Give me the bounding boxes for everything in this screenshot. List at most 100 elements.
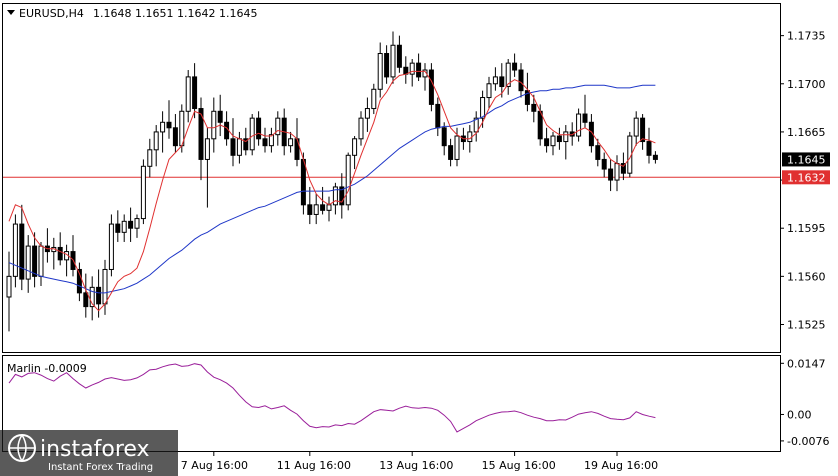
candle-body bbox=[89, 286, 95, 308]
candle bbox=[89, 276, 95, 321]
candle-body bbox=[256, 117, 262, 140]
price-tick-label: 1.1595 bbox=[787, 222, 826, 235]
candle-body bbox=[473, 117, 479, 133]
candle-body bbox=[358, 117, 364, 140]
candle bbox=[473, 111, 479, 142]
symbol-label: EURUSD,H4 bbox=[19, 7, 84, 20]
candle-body bbox=[268, 134, 274, 147]
time-tick-label: 7 Aug 16:00 bbox=[181, 459, 248, 472]
candle bbox=[217, 94, 223, 137]
candle-body bbox=[345, 154, 351, 206]
candle-body bbox=[185, 76, 191, 112]
candle bbox=[12, 214, 18, 288]
candle bbox=[230, 118, 236, 167]
candle bbox=[524, 72, 530, 112]
candle bbox=[409, 59, 415, 87]
candle bbox=[486, 76, 492, 109]
logo-globe-meridians bbox=[9, 434, 35, 462]
candle bbox=[160, 111, 166, 153]
candle-body bbox=[332, 186, 338, 206]
candle bbox=[345, 152, 351, 211]
time-tick-label: 11 Aug 16:00 bbox=[277, 459, 351, 472]
candle bbox=[108, 214, 114, 277]
candle bbox=[512, 53, 518, 77]
ohlc-header: 1.1648 1.1651 1.1642 1.1645 bbox=[93, 7, 257, 20]
candle-body bbox=[448, 145, 454, 160]
candle-body bbox=[6, 275, 12, 298]
collapse-triangle-icon[interactable] bbox=[7, 10, 15, 15]
level-price-label: 1.1632 bbox=[787, 171, 826, 184]
candle bbox=[166, 100, 172, 139]
candle bbox=[416, 53, 422, 82]
price-tick-label: 1.1735 bbox=[787, 30, 826, 43]
ma-slow-line bbox=[8, 84, 656, 294]
candle-body bbox=[115, 223, 121, 233]
candle bbox=[550, 131, 556, 156]
candle bbox=[32, 232, 38, 288]
time-tick-label: 15 Aug 16:00 bbox=[482, 459, 556, 472]
current-price-label: 1.1645 bbox=[787, 153, 826, 166]
candle bbox=[185, 70, 191, 123]
current-price-tag bbox=[782, 152, 830, 167]
candle bbox=[390, 31, 396, 84]
candle-body bbox=[492, 76, 498, 85]
candle-body bbox=[224, 121, 230, 140]
candle bbox=[448, 138, 454, 167]
candle-body bbox=[313, 204, 319, 215]
candle-body bbox=[608, 168, 614, 181]
candle-body bbox=[467, 131, 473, 143]
price-labels: 1.1645 1.1632 bbox=[782, 152, 830, 185]
candle bbox=[582, 94, 588, 128]
candle bbox=[140, 159, 146, 225]
candle-body bbox=[249, 117, 255, 151]
candle-body bbox=[38, 245, 44, 277]
candle-body bbox=[25, 245, 31, 280]
price-tick-label: 1.1525 bbox=[787, 318, 826, 331]
candle bbox=[384, 45, 390, 84]
candle-body bbox=[230, 138, 236, 156]
watermark-brand: instaforex bbox=[40, 437, 150, 462]
candle bbox=[249, 114, 255, 156]
candle bbox=[352, 136, 358, 170]
candle-body bbox=[505, 62, 511, 88]
candle bbox=[499, 63, 505, 98]
candle-body bbox=[416, 62, 422, 78]
candle bbox=[172, 114, 178, 153]
candle-body bbox=[243, 138, 249, 151]
candle bbox=[576, 108, 582, 142]
price-axis: 1.17351.17001.16651.16301.15951.15601.15… bbox=[780, 30, 826, 331]
candle-body bbox=[563, 131, 569, 143]
candle-body bbox=[556, 135, 562, 143]
candle-body bbox=[371, 88, 377, 110]
candle-body bbox=[307, 204, 313, 215]
candle-body bbox=[396, 44, 402, 68]
candle-body bbox=[409, 62, 415, 75]
candle bbox=[358, 111, 364, 146]
candle-body bbox=[236, 138, 242, 156]
indicator-line bbox=[8, 363, 656, 433]
candle-body bbox=[640, 117, 646, 143]
instaforex-logo: instaforex Instant Forex Trading bbox=[0, 430, 178, 476]
candle bbox=[262, 127, 268, 153]
candle-body bbox=[384, 53, 390, 78]
candle-body bbox=[121, 220, 127, 233]
candle-body bbox=[96, 286, 102, 305]
candle-body bbox=[262, 138, 268, 147]
candle-body bbox=[633, 117, 639, 137]
candle bbox=[531, 94, 537, 123]
candle-body bbox=[147, 149, 153, 167]
candle bbox=[332, 182, 338, 215]
candle-body bbox=[588, 121, 594, 147]
candle bbox=[633, 111, 639, 146]
candle bbox=[595, 138, 601, 167]
candle-body bbox=[454, 135, 460, 160]
candle-body bbox=[83, 292, 89, 308]
candle-body bbox=[544, 138, 550, 147]
candle-body bbox=[166, 121, 172, 129]
candle bbox=[544, 127, 550, 153]
candle bbox=[198, 97, 204, 181]
indicator-tick-label: 0.00 bbox=[787, 408, 812, 421]
candle bbox=[428, 63, 434, 112]
candle-body bbox=[160, 121, 166, 133]
